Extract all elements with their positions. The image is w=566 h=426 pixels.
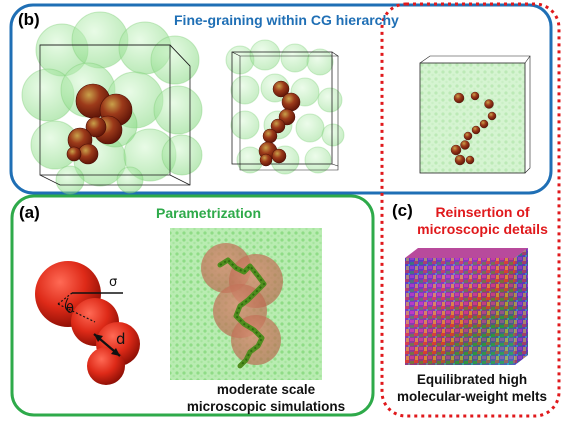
panel-a-label: (a)	[19, 203, 40, 222]
cg-snapshot-fine	[419, 55, 531, 174]
distance-symbol: d	[116, 330, 126, 348]
cg-snapshot-intermediate	[225, 39, 345, 175]
panel-c-caption-line2: molecular-weight melts	[396, 389, 548, 404]
panel-b-frame	[9, 3, 553, 195]
panel-a-title: Parametrization	[156, 205, 262, 221]
melt-cube	[405, 248, 528, 365]
cg-snapshot-coarse	[21, 11, 203, 195]
microscopic-snapshot	[170, 228, 322, 380]
theta-symbol: θ	[66, 302, 74, 317]
panel-c-title-line2: microscopic details	[417, 221, 548, 237]
panel-a-caption-line2: microscopic simulations	[186, 399, 346, 414]
panel-a-caption: moderate scale microscopic simulations	[182, 381, 350, 415]
panel-a-caption-line1: moderate scale	[216, 382, 316, 397]
panel-a-frame	[10, 194, 375, 417]
cg-blob-model	[35, 261, 140, 385]
panel-c-frame	[380, 2, 561, 418]
panel-b-title: Fine-graining within CG hierarchy	[174, 12, 399, 28]
panel-c-caption: Equilibrated high molecular-weight melts	[388, 371, 556, 405]
panel-c-title-line1: Reinsertion of	[435, 204, 530, 220]
panel-c-label: (c)	[392, 201, 413, 220]
sigma-symbol: σ	[109, 275, 118, 290]
panel-c-caption-line1: Equilibrated high	[416, 372, 528, 387]
panel-b-label: (b)	[18, 10, 40, 29]
panel-c-title: Reinsertion of microscopic details	[410, 204, 555, 238]
